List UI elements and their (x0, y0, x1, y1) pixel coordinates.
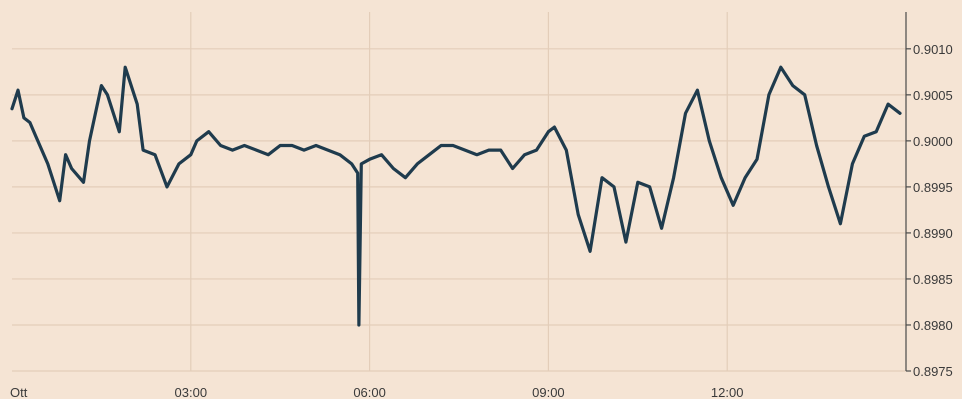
series-line (10, 65, 902, 327)
y-tick-label: 0.9000 (913, 134, 953, 149)
y-tick-label: 0.8995 (913, 180, 953, 195)
x-tick-label: Ott (10, 385, 28, 399)
x-tick-label: 03:00 (175, 385, 208, 399)
x-tick-label: 09:00 (532, 385, 565, 399)
y-tick-label: 0.8980 (913, 318, 953, 333)
y-tick-label: 0.9010 (913, 42, 953, 57)
x-tick-label: 12:00 (711, 385, 744, 399)
x-tick-label: 06:00 (353, 385, 386, 399)
y-axis (905, 12, 911, 372)
y-tick-label: 0.8985 (913, 272, 953, 287)
y-tick-label: 0.8975 (913, 364, 953, 379)
tick-labels: 0.9010 0.9005 0.9000 0.8995 0.8990 0.8985 0.89… (10, 42, 953, 399)
series-group (10, 65, 902, 327)
grid-lines (12, 12, 906, 372)
y-tick-label: 0.8990 (913, 226, 953, 241)
y-tick-label: 0.9005 (913, 88, 953, 103)
